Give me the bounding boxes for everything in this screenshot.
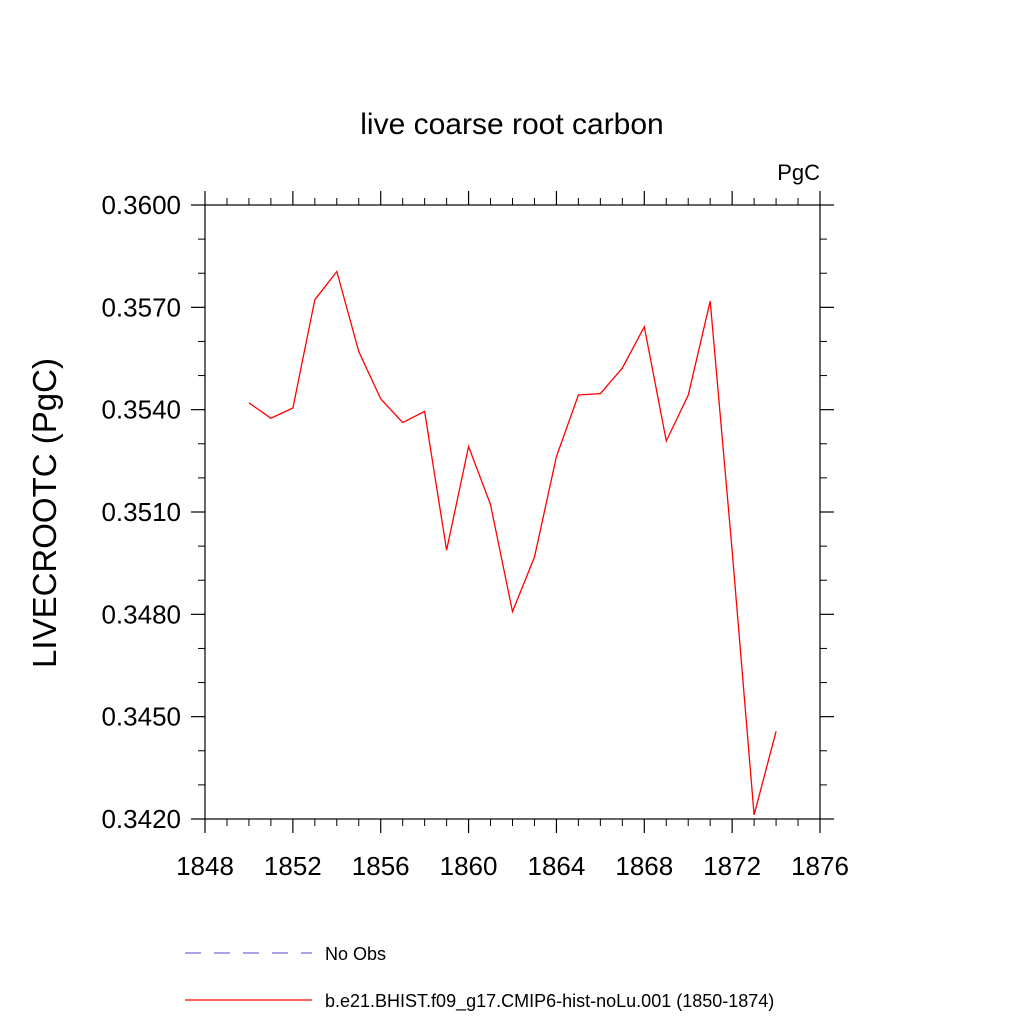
x-tick-label: 1848 — [176, 851, 234, 881]
y-tick-label: 0.3510 — [101, 497, 181, 527]
chart-title: live coarse root carbon — [360, 108, 664, 141]
plot-frame — [204, 204, 821, 820]
y-tick-label: 0.3420 — [101, 804, 181, 834]
legend-label: No Obs — [325, 944, 386, 964]
x-tick-label: 1872 — [703, 851, 761, 881]
x-tick-label: 1864 — [528, 851, 586, 881]
axes-group: 1848 1852 1856 1860 1864 1868 1872 1876 0.3420 0.… — [101, 190, 848, 881]
series-line — [248, 270, 777, 816]
y-tick-label: 0.3600 — [101, 190, 181, 220]
x-tick-label: 1856 — [352, 851, 410, 881]
y-axis-label: LIVECROOTC (PgC) — [26, 358, 63, 668]
x-tick-label: 1868 — [615, 851, 673, 881]
y-tick-label: 0.3480 — [101, 599, 181, 629]
y-tick-label: 0.3450 — [101, 702, 181, 732]
x-tick-label: 1852 — [264, 851, 322, 881]
x-tick-label: 1876 — [791, 851, 849, 881]
x-tick-label: 1860 — [440, 851, 498, 881]
legend: No Obs b.e21.BHIST.f09_g17.CMIP6-hist-noL… — [185, 944, 774, 1012]
y-tick-label: 0.3540 — [101, 395, 181, 425]
y-tick-label: 0.3570 — [101, 292, 181, 322]
legend-label: b.e21.BHIST.f09_g17.CMIP6-hist-noLu.001 … — [325, 991, 774, 1012]
series-group — [248, 270, 777, 816]
units-label: PgC — [777, 160, 820, 185]
